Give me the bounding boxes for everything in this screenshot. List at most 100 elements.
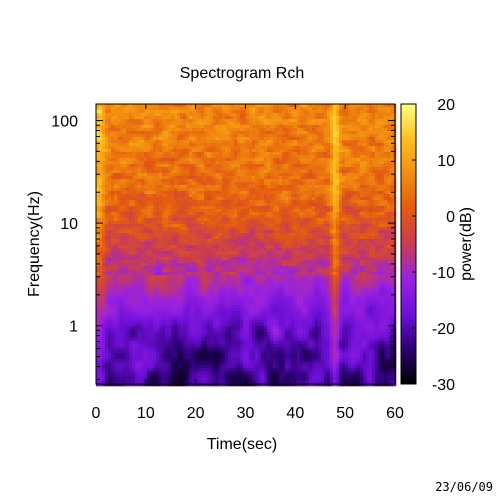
heatmap-cell: [339, 221, 343, 225]
heatmap-cell: [96, 248, 100, 252]
heatmap-cell: [105, 203, 109, 207]
heatmap-cell: [297, 248, 301, 252]
heatmap-cell: [138, 125, 142, 129]
heatmap-cell: [105, 218, 109, 222]
heatmap-cell: [252, 209, 256, 213]
heatmap-cell: [324, 182, 328, 186]
heatmap-cell: [246, 224, 250, 228]
heatmap-cell: [186, 233, 190, 237]
heatmap-cell: [339, 173, 343, 177]
heatmap-cell: [342, 239, 346, 243]
heatmap-cell: [165, 215, 169, 219]
heatmap-cell: [243, 218, 247, 222]
heatmap-cell: [285, 137, 289, 141]
heatmap-cell: [180, 128, 184, 132]
heatmap-cell: [255, 131, 259, 135]
heatmap-cell: [174, 122, 178, 126]
heatmap-cell: [321, 143, 325, 147]
heatmap-cell: [351, 182, 355, 186]
heatmap-cell: [195, 221, 199, 225]
heatmap-cell: [225, 197, 229, 201]
heatmap-cell: [330, 170, 334, 174]
heatmap-cell: [324, 188, 328, 192]
heatmap-cell: [189, 125, 193, 129]
heatmap-cell: [189, 227, 193, 231]
heatmap-cell: [207, 134, 211, 138]
heatmap-cell: [288, 173, 292, 177]
heatmap-cell: [300, 203, 304, 207]
heatmap-cell: [270, 146, 274, 150]
heatmap-cell: [135, 131, 139, 135]
heatmap-cell: [201, 149, 205, 153]
heatmap-cell: [120, 191, 124, 195]
heatmap-cell: [321, 248, 325, 252]
heatmap-cell: [186, 236, 190, 240]
heatmap-cell: [273, 185, 277, 189]
heatmap-cell: [222, 188, 226, 192]
heatmap-cell: [387, 143, 391, 147]
heatmap-cell: [336, 218, 340, 222]
heatmap-cell: [384, 116, 388, 120]
heatmap-cell: [339, 146, 343, 150]
heatmap-cell: [177, 251, 181, 255]
heatmap-cell: [180, 218, 184, 222]
heatmap-cell: [111, 146, 115, 150]
heatmap-cell: [285, 146, 289, 150]
heatmap-cell: [195, 152, 199, 156]
heatmap-cell: [174, 224, 178, 228]
heatmap-cell: [147, 179, 151, 183]
heatmap-cell: [312, 227, 316, 231]
heatmap-cell: [207, 167, 211, 171]
heatmap-cell: [201, 194, 205, 198]
heatmap-cell: [288, 110, 292, 114]
heatmap-cell: [207, 218, 211, 222]
heatmap-cell: [114, 206, 118, 210]
heatmap-cell: [123, 161, 127, 165]
heatmap-cell: [210, 167, 214, 171]
heatmap-cell: [120, 104, 124, 108]
heatmap-cell: [213, 197, 217, 201]
heatmap-cell: [171, 173, 175, 177]
heatmap-cell: [99, 134, 103, 138]
heatmap-cell: [333, 170, 337, 174]
heatmap-cell: [183, 200, 187, 204]
heatmap-cell: [108, 134, 112, 138]
heatmap-cell: [321, 140, 325, 144]
heatmap-cell: [333, 110, 337, 114]
heatmap-cell: [315, 188, 319, 192]
heatmap-cell: [144, 122, 148, 126]
heatmap-cell: [228, 236, 232, 240]
heatmap-cell: [201, 170, 205, 174]
heatmap-cell: [99, 152, 103, 156]
heatmap-cell: [372, 251, 376, 255]
heatmap-cell: [363, 113, 367, 117]
heatmap-cell: [363, 185, 367, 189]
heatmap-cell: [192, 137, 196, 141]
heatmap-cell: [105, 119, 109, 123]
heatmap-cell: [378, 137, 382, 141]
heatmap-cell: [285, 128, 289, 132]
heatmap-cell: [351, 155, 355, 159]
heatmap-cell: [378, 194, 382, 198]
heatmap-cell: [237, 125, 241, 129]
heatmap-cell: [120, 251, 124, 255]
heatmap-cell: [192, 239, 196, 243]
heatmap-cell: [342, 191, 346, 195]
heatmap-cell: [162, 179, 166, 183]
heatmap-cell: [114, 221, 118, 225]
heatmap-cell: [291, 164, 295, 168]
heatmap-cell: [342, 155, 346, 159]
heatmap-cell: [318, 233, 322, 237]
heatmap-cell: [99, 191, 103, 195]
heatmap-cell: [378, 191, 382, 195]
heatmap-cell: [228, 239, 232, 243]
heatmap-cell: [135, 158, 139, 162]
heatmap-cell: [108, 128, 112, 132]
heatmap-cell: [120, 170, 124, 174]
heatmap-cell: [135, 227, 139, 231]
heatmap-cell: [255, 110, 259, 114]
heatmap-cell: [96, 113, 100, 117]
heatmap-cell: [99, 188, 103, 192]
heatmap-cell: [282, 212, 286, 216]
heatmap-cell: [177, 206, 181, 210]
